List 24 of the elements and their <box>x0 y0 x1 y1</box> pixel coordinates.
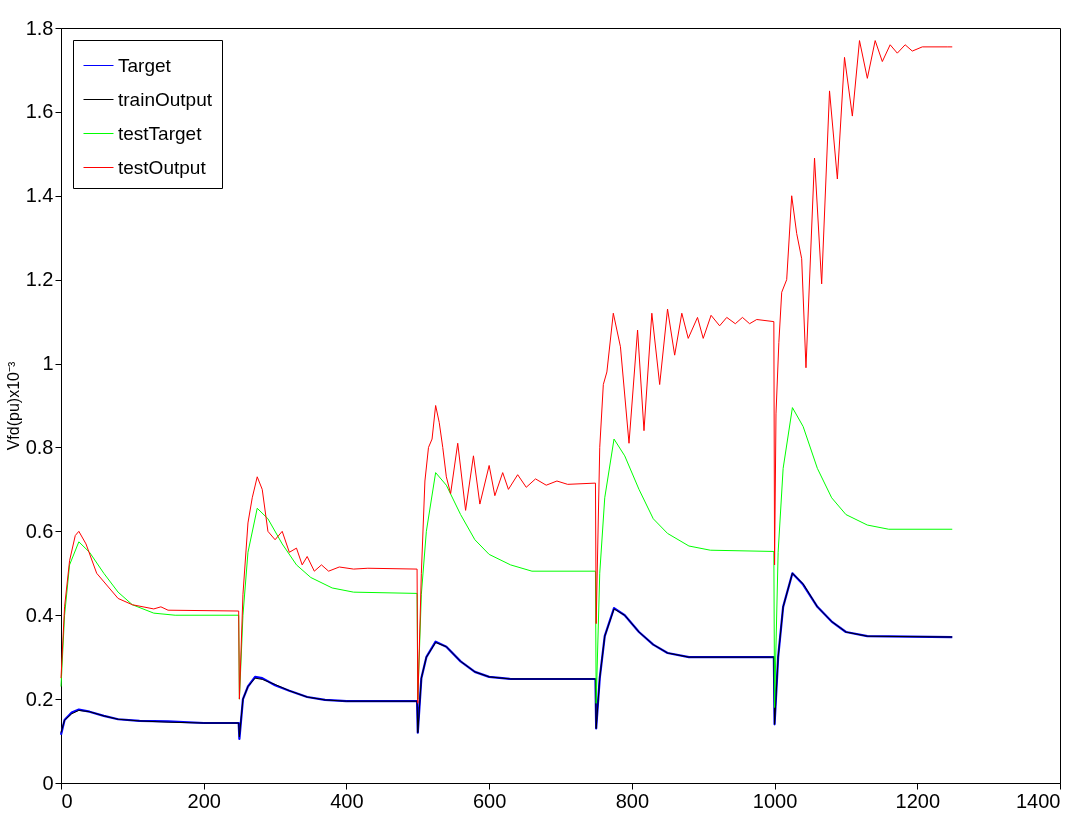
x-tick-label: 200 <box>187 789 221 812</box>
y-tick-label: 1.8 <box>25 16 54 39</box>
x-tick-label: 1000 <box>752 789 798 812</box>
legend-label: trainOutput <box>118 88 213 110</box>
y-axis-title: Vfd(pu)x10⁻³ <box>4 361 22 451</box>
x-tick-label: 1200 <box>895 789 941 812</box>
y-tick-label: 0.4 <box>25 603 54 626</box>
x-tick-label: 0 <box>61 789 73 812</box>
y-tick-label: 0.2 <box>25 687 54 710</box>
y-tick-label: 0.8 <box>25 435 54 458</box>
line-series <box>60 40 953 704</box>
y-tick-label: 1.4 <box>25 184 54 207</box>
y-tick-label: 1.2 <box>25 268 54 291</box>
x-tick-label: 400 <box>330 789 364 812</box>
x-tick-label: 1400 <box>1016 789 1061 812</box>
y-tick-label: 1 <box>42 352 54 375</box>
y-tick-label: 1.6 <box>25 100 54 123</box>
x-tick-label: 800 <box>615 789 650 812</box>
legend-label: testOutput <box>118 156 207 178</box>
legend-label: Target <box>118 54 172 76</box>
y-tick-label: 0 <box>42 771 54 794</box>
y-tick-label: 0.6 <box>25 519 54 542</box>
x-tick-label: 600 <box>472 789 507 812</box>
legend-label: testTarget <box>118 122 203 144</box>
